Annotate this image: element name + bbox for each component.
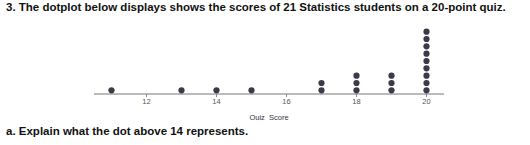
html-text:3. The dotplot below displays: 3. The dotplot below displays shows the …	[6, 1, 506, 13]
svg-text:Quiz_Score: Quiz_Score	[249, 113, 288, 120]
svg-text:20: 20	[422, 97, 430, 106]
html-text:a. Explain what the dot above: a. Explain what the dot above 14 represe…	[6, 125, 249, 137]
svg-text:12: 12	[142, 97, 150, 106]
svg-text:14: 14	[212, 97, 220, 106]
svg-text:16: 16	[282, 97, 290, 106]
svg-text:18: 18	[352, 97, 360, 106]
